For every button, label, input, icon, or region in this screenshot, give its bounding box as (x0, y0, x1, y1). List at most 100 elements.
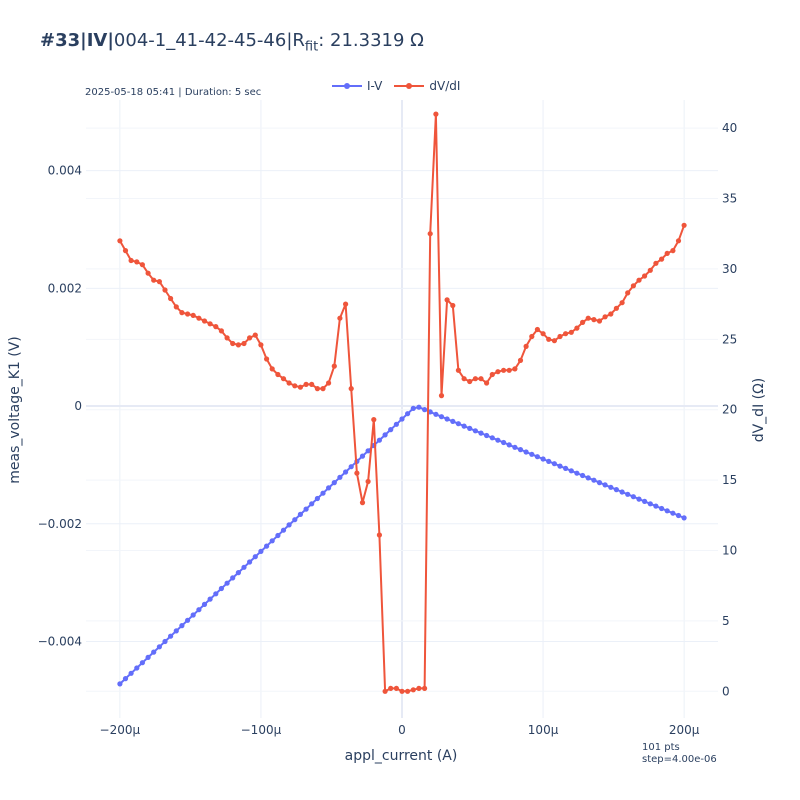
data-point-iv (309, 501, 315, 507)
legend-swatch-iv (332, 83, 362, 89)
data-point-dvdi (433, 111, 439, 117)
data-point-dvdi (517, 357, 524, 363)
data-point-dvdi (275, 371, 281, 378)
data-point-dvdi (292, 383, 298, 389)
data-point-dvdi (608, 311, 614, 317)
data-point-iv (280, 527, 287, 533)
data-point-iv (264, 543, 270, 549)
data-point-dvdi (264, 356, 270, 362)
legend-item-iv[interactable]: I-V (332, 79, 382, 93)
data-point-iv (297, 511, 303, 517)
y2-tick-label: 20 (722, 403, 737, 417)
data-point-iv (173, 628, 179, 634)
data-point-iv (218, 585, 224, 592)
data-point-iv (326, 485, 332, 491)
data-point-dvdi (122, 248, 129, 254)
data-point-iv (478, 430, 484, 436)
y2-tick-label: 10 (722, 543, 737, 557)
y2-tick-label: 30 (722, 262, 737, 276)
data-point-dvdi (117, 238, 123, 244)
data-point-dvdi (681, 222, 687, 228)
data-point-dvdi (241, 340, 247, 347)
data-point-dvdi (596, 318, 603, 324)
data-point-iv (224, 580, 230, 586)
data-point-dvdi (337, 315, 343, 321)
y2-tick-label: 40 (722, 121, 737, 135)
data-point-dvdi (247, 335, 253, 341)
data-point-dvdi (444, 297, 450, 303)
data-point-dvdi (664, 250, 670, 256)
data-point-iv (179, 623, 185, 629)
data-point-iv (580, 472, 586, 479)
data-point-dvdi (540, 331, 546, 337)
data-point-iv (241, 564, 247, 570)
data-point-iv (190, 612, 196, 618)
points-note: 101 pts step=4.00e-06 (642, 742, 717, 766)
data-point-dvdi (574, 325, 580, 331)
data-point-iv (235, 570, 241, 576)
data-point-iv (348, 464, 354, 470)
title-value: : 21.3319 Ω (318, 30, 424, 51)
data-point-dvdi (563, 331, 569, 337)
data-point-dvdi (145, 270, 151, 276)
data-point-dvdi (653, 260, 659, 266)
data-point-iv (122, 676, 129, 682)
data-point-dvdi (551, 338, 558, 344)
data-point-iv (382, 432, 388, 438)
data-point-dvdi (224, 335, 230, 341)
data-point-dvdi (585, 315, 591, 321)
data-point-iv (540, 456, 546, 462)
data-point-dvdi (331, 363, 337, 369)
data-point-dvdi (489, 371, 495, 378)
data-point-dvdi (619, 300, 625, 306)
legend-item-dvdi[interactable]: dV/dI (394, 79, 460, 93)
data-point-iv (608, 484, 614, 490)
data-point-iv (489, 435, 495, 441)
data-point-iv (376, 437, 382, 443)
data-point-dvdi (185, 311, 191, 317)
data-point-dvdi (213, 324, 219, 330)
data-point-dvdi (642, 273, 648, 279)
data-point-dvdi (630, 283, 637, 289)
data-point-iv (602, 482, 608, 488)
y2-axis-title: dV_dI (Ω) (751, 378, 767, 443)
x-tick-label: 100μ (528, 723, 559, 737)
data-point-dvdi (314, 386, 320, 392)
data-point-dvdi (580, 319, 586, 325)
points-count: 101 pts (642, 742, 680, 753)
data-point-dvdi (218, 328, 224, 334)
data-point-iv (675, 512, 682, 519)
data-point-dvdi (591, 317, 597, 323)
y-tick-label: 0 (74, 399, 82, 413)
y2-tick-label: 15 (722, 473, 737, 487)
data-point-iv (139, 660, 145, 666)
data-point-iv (213, 591, 219, 597)
data-point-iv (546, 458, 552, 464)
data-point-iv (495, 437, 501, 443)
data-point-dvdi (134, 259, 140, 265)
legend-label-dvdi: dV/dI (429, 79, 461, 93)
data-point-dvdi (190, 312, 196, 318)
data-point-iv (405, 411, 411, 417)
title-tag: #33|IV| (40, 30, 114, 51)
data-point-dvdi (303, 381, 309, 387)
data-point-iv (151, 649, 157, 655)
data-point-dvdi (461, 376, 467, 382)
data-point-iv (343, 469, 349, 475)
data-point-dvdi (393, 685, 399, 692)
x-tick-label: 200μ (669, 723, 700, 737)
data-point-iv (117, 681, 123, 687)
data-point-dvdi (602, 314, 608, 320)
legend[interactable]: I-V dV/dI (332, 78, 472, 94)
data-point-dvdi (128, 257, 134, 264)
data-point-dvdi (139, 262, 145, 268)
x-tick-label: 0 (398, 723, 406, 737)
data-point-dvdi (348, 386, 354, 392)
data-point-iv (664, 508, 670, 514)
data-point-dvdi (359, 500, 366, 506)
data-point-iv (613, 487, 620, 493)
data-point-iv (196, 607, 202, 613)
data-point-dvdi (168, 295, 174, 302)
data-point-dvdi (405, 688, 411, 694)
